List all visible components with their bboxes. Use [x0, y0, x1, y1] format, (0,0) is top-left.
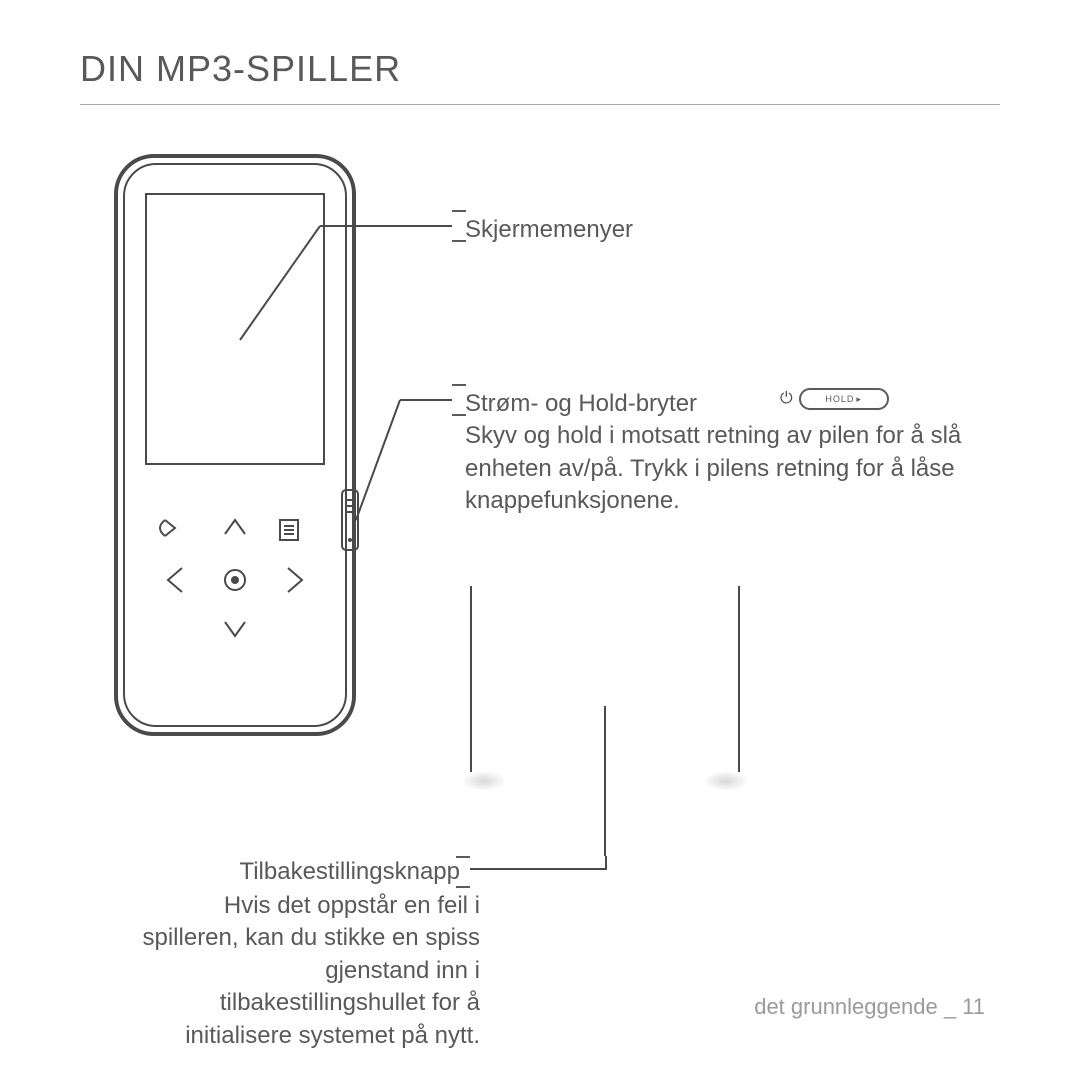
label-screen: Skjermemenyer: [465, 214, 633, 246]
label-power: Strøm- og Hold-bryter Skyv og hold i mot…: [465, 388, 965, 518]
power-icon: ⏻: [780, 390, 793, 408]
label-reset-title: Tilbakestillingsknapp: [140, 856, 460, 888]
leader: [470, 868, 605, 870]
power-body: Skyv og hold i motsatt retning av pilen …: [465, 422, 961, 514]
bracket: [452, 384, 466, 386]
label-reset-body: Hvis det oppstår en feil i spilleren, ka…: [140, 890, 480, 1052]
bracket: [452, 210, 466, 212]
device-illustration: [110, 150, 360, 740]
page-footer: det grunnleggende _ 11: [754, 994, 985, 1020]
page-title: DIN MP3-SPILLER: [80, 48, 401, 90]
hold-switch-icon: ⏻ HOLD: [780, 388, 889, 410]
bracket: [452, 240, 466, 242]
bottom-connector-box: [470, 586, 740, 786]
bracket: [452, 414, 466, 416]
leader: [605, 856, 607, 870]
hold-slider: HOLD: [799, 388, 889, 410]
title-rule: [80, 104, 1000, 105]
power-title: Strøm- og Hold-bryter: [465, 390, 697, 417]
